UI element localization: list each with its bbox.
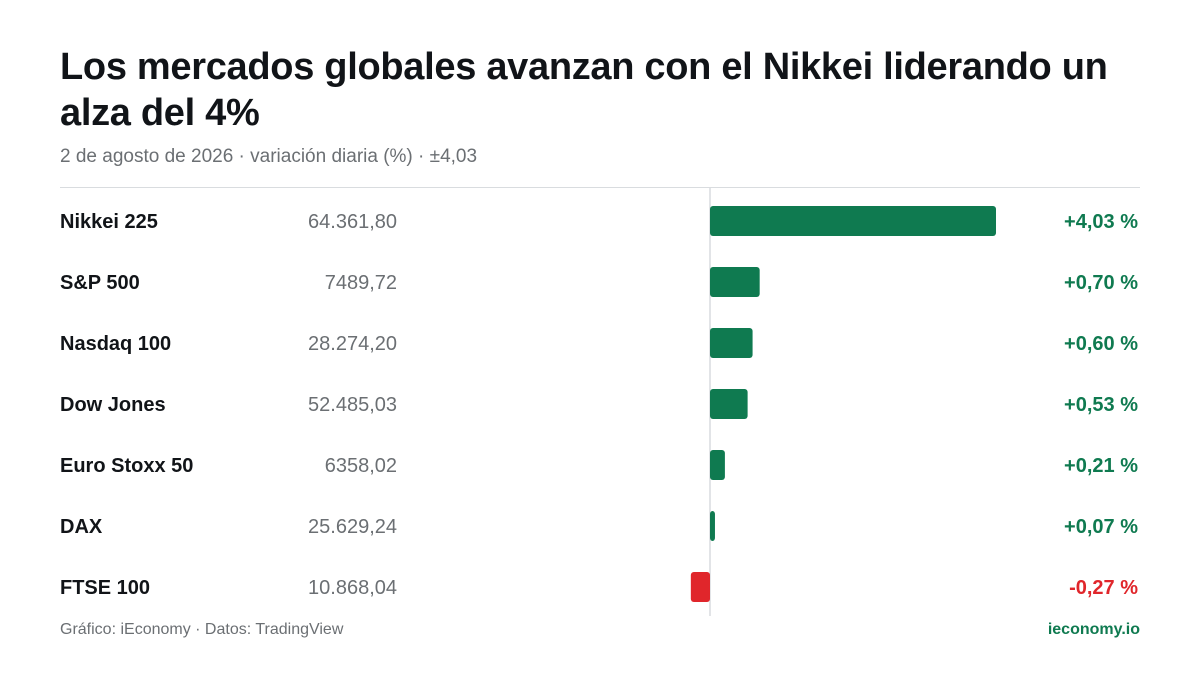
bar-dax: [710, 511, 715, 541]
index-name-label: Euro Stoxx 50: [60, 455, 193, 477]
index-value-label: 52.485,03: [308, 394, 397, 416]
index-value-label: 6358,02: [325, 455, 397, 477]
bar-chart: Nikkei 225 64.361,80 +4,03 % S&P 500 7489,72…: [60, 188, 1138, 616]
bar-s-p-500: [710, 267, 760, 297]
index-value-label: 25.629,24: [308, 516, 397, 538]
bar-ftse-100: [690, 572, 710, 602]
index-name-label: Dow Jones: [60, 394, 166, 416]
change-percent-label: -0,27 %: [1069, 577, 1138, 599]
index-value-label: 7489,72: [325, 272, 397, 294]
bar-nikkei-225: [710, 206, 996, 236]
index-value-label: 64.361,80: [308, 211, 397, 233]
bar-nasdaq-100: [710, 328, 753, 358]
index-value-label: 28.274,20: [308, 333, 397, 355]
chart-title: Los mercados globales avanzan con el Nik…: [60, 46, 1108, 134]
brand-link[interactable]: ieconomy.io: [1047, 621, 1140, 638]
index-name-label: FTSE 100: [60, 577, 150, 599]
bar-dow-jones: [710, 389, 748, 419]
index-name-label: DAX: [60, 516, 103, 538]
change-percent-label: +0,70 %: [1064, 272, 1138, 294]
index-value-label: 10.868,04: [308, 577, 397, 599]
header-divider: [60, 187, 1140, 188]
index-name-label: Nasdaq 100: [60, 333, 171, 355]
source-credit: Gráfico: iEconomy · Datos: TradingView: [60, 621, 344, 638]
change-percent-label: +0,60 %: [1064, 333, 1138, 355]
bar-euro-stoxx-50: [710, 450, 725, 480]
change-percent-label: +0,53 %: [1064, 394, 1138, 416]
change-percent-label: +0,21 %: [1064, 455, 1138, 477]
change-percent-label: +4,03 %: [1064, 211, 1138, 233]
chart-subtitle: 2 de agosto de 2026 · variación diaria (…: [60, 146, 478, 167]
index-name-label: S&P 500: [60, 272, 140, 294]
index-name-label: Nikkei 225: [60, 211, 158, 233]
change-percent-label: +0,07 %: [1064, 516, 1138, 538]
